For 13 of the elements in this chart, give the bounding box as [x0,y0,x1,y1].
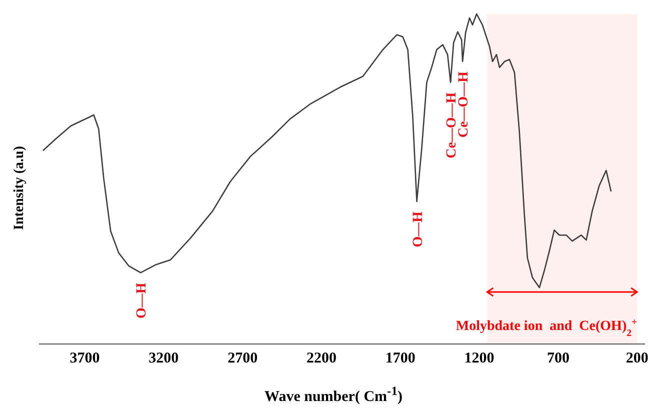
x-tick-label: 2700 [228,350,258,367]
x-tick-label: 1200 [464,350,494,367]
x-tick-label: 1700 [385,350,416,367]
x-tick-label: 2200 [306,350,336,367]
x-tick-label: 200 [626,350,648,367]
annotation: O—H [134,282,150,318]
x-tick-label: 700 [546,350,570,367]
x-tick-label: 3700 [70,350,100,367]
annotation: Ce—O—H [456,71,472,138]
x-tick-label: 3200 [148,350,179,367]
y-axis-title: Intensity (a.u) [12,146,28,230]
annotation: O—H [410,211,426,248]
x-axis-title: Wave number( Cm$^{-1}$) [264,384,404,406]
